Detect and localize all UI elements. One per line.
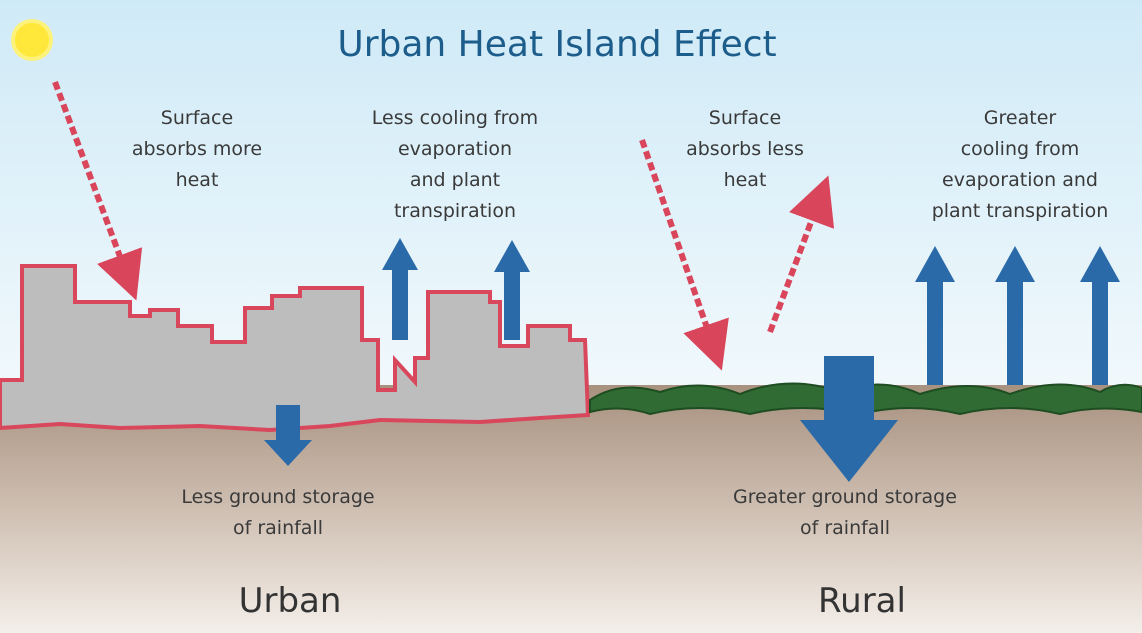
sun [13,21,51,59]
annotation-line: Greater ground storage [733,486,957,508]
annotation-line: Greater [984,107,1057,129]
annotation-line: Less ground storage [181,486,374,508]
annotation-line: Surface [161,107,233,129]
title: Urban Heat Island Effect [337,24,776,65]
region-label: Rural [818,581,906,621]
annotation-line: heat [176,169,219,191]
annotation-line: absorbs more [132,138,262,160]
annotation-line: Less cooling from [372,107,538,129]
annotation-line: evaporation [398,138,512,160]
diagram: Urban Heat Island Effect Surface absorbs m… [0,0,1142,633]
region-label: Urban [239,581,342,621]
annotation-line: and plant [410,169,500,191]
annotation-line: cooling from [961,138,1080,160]
annotation-line: evaporation and [942,169,1098,191]
annotation-line: of rainfall [233,517,323,539]
annotation-line: transpiration [394,200,516,222]
annotation-line: absorbs less [686,138,804,160]
annotation-line: Surface [709,107,781,129]
annotation-line: plant transpiration [932,200,1109,222]
annotation-line: heat [724,169,767,191]
page: Urban Heat Island Effect Surface absorbs m… [0,0,1142,633]
annotation-line: of rainfall [800,517,890,539]
